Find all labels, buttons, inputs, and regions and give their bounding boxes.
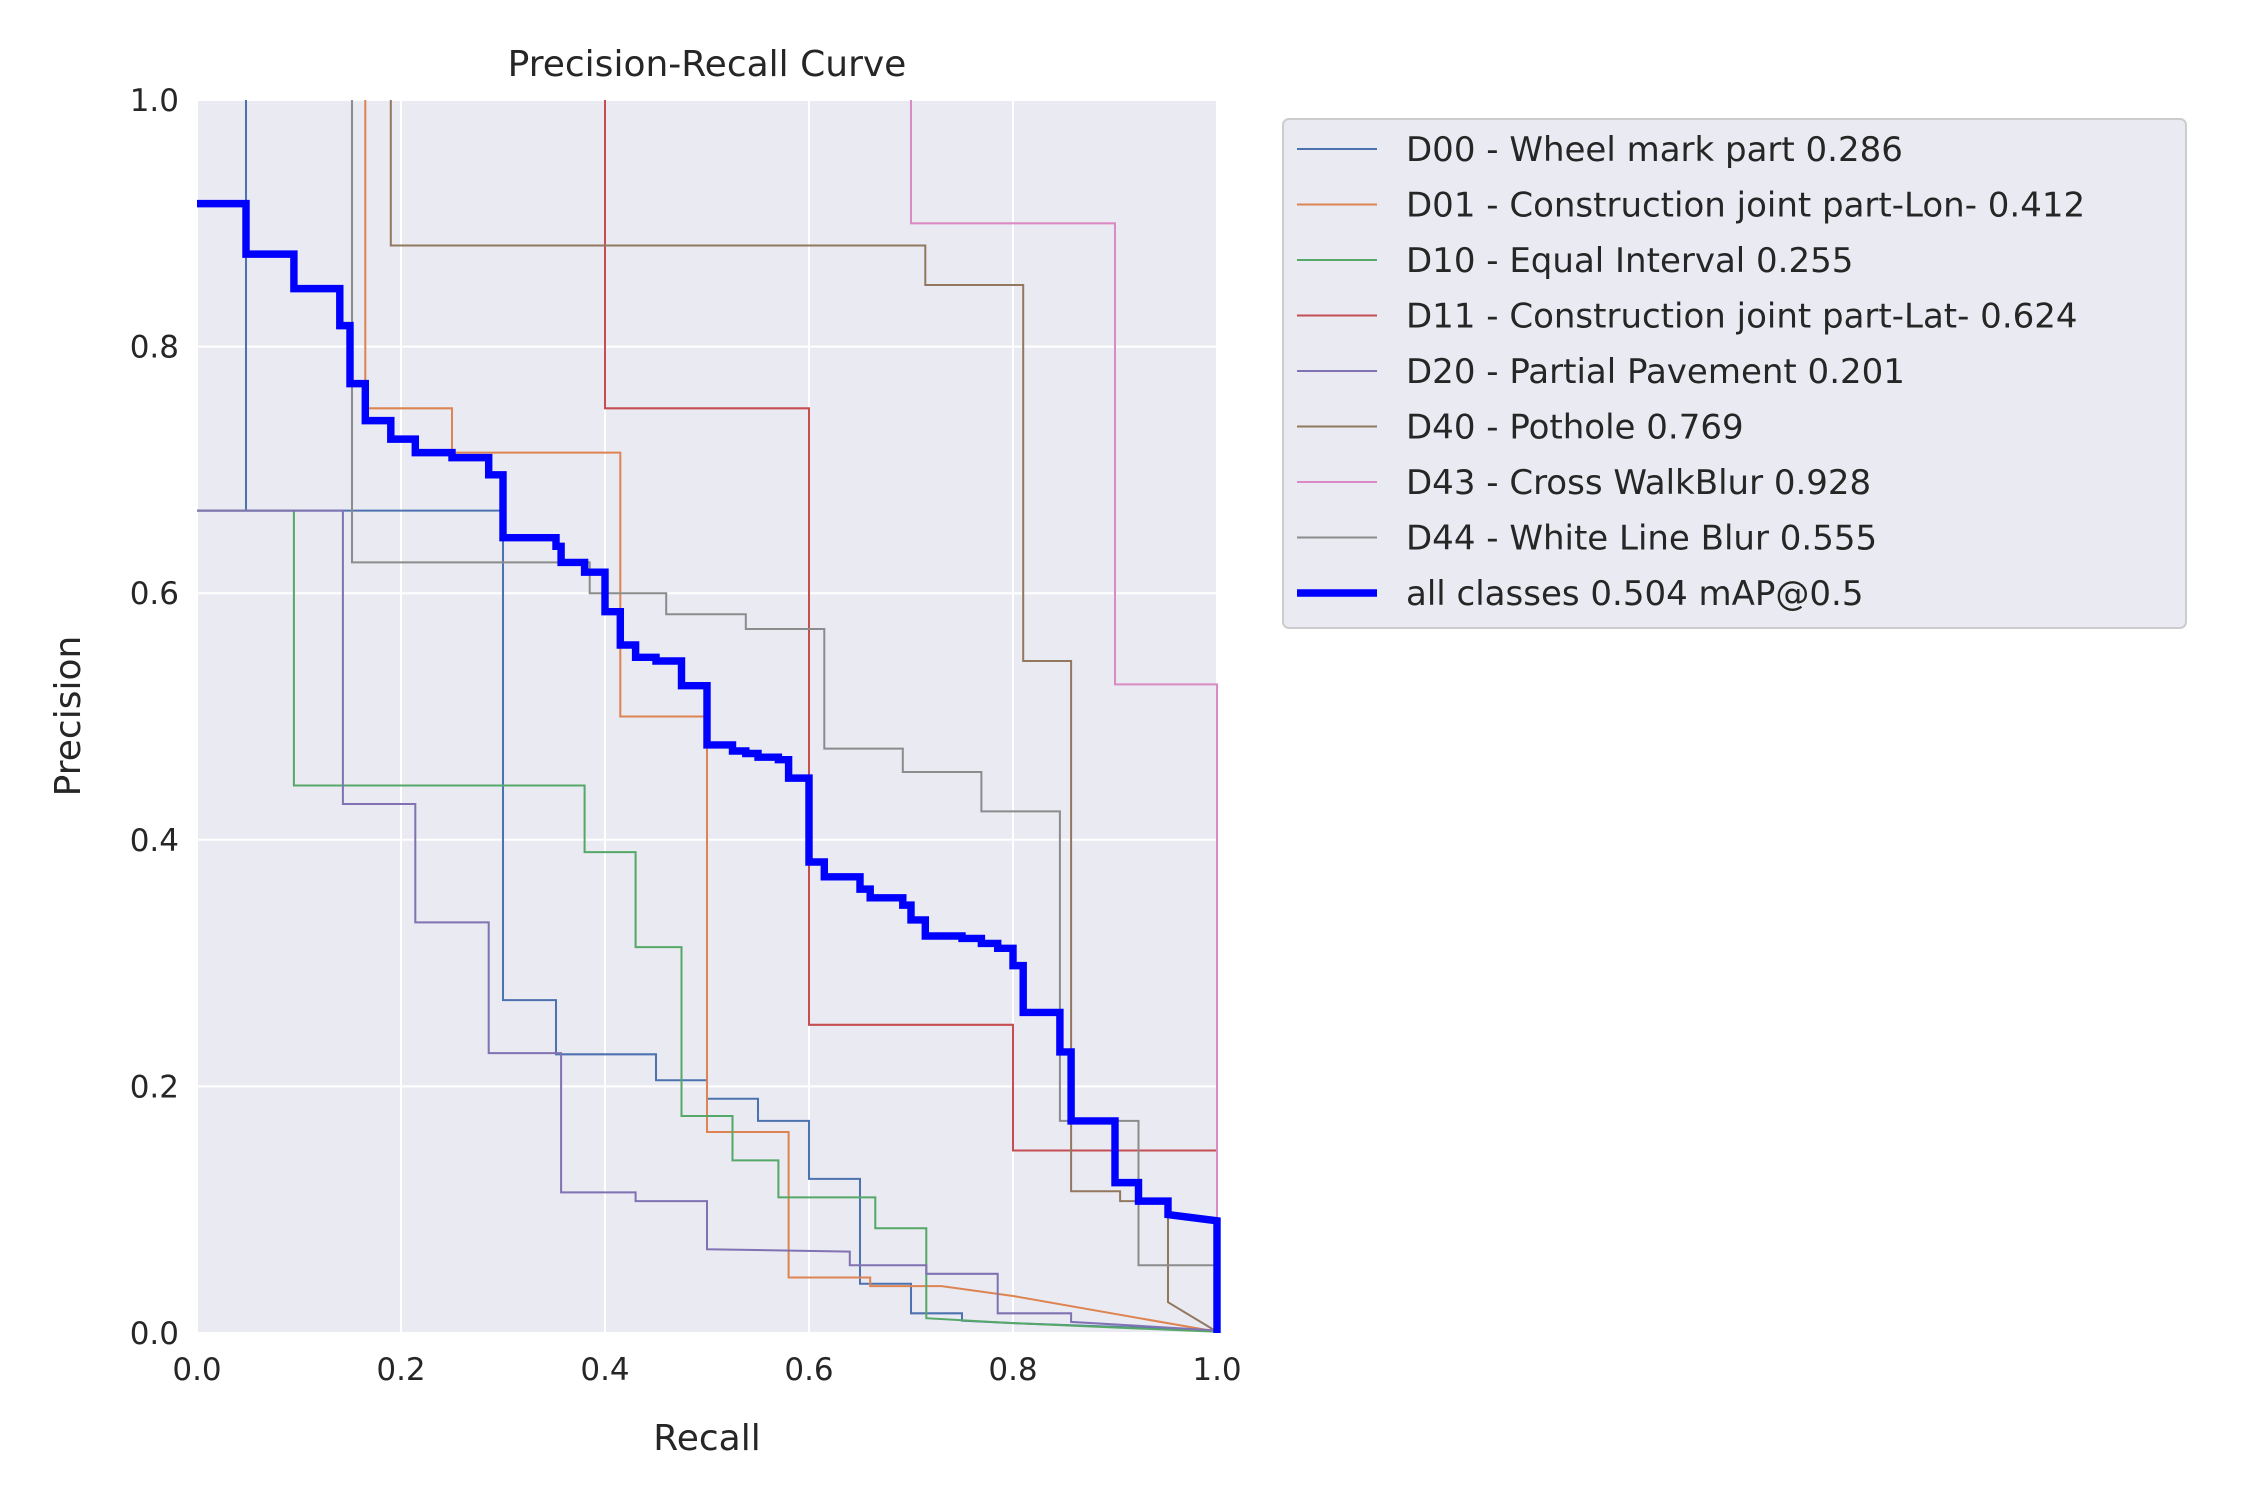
series-line-1 — [364, 100, 1218, 1333]
legend-entry: all classes 0.504 mAP@0.5 — [1406, 574, 1863, 614]
legend: D00 - Wheel mark part 0.286 D01 - Constru… — [1282, 118, 2187, 629]
chart-title: Precision-Recall Curve — [508, 44, 907, 85]
legend-entry: D40 - Pothole 0.769 — [1406, 408, 1744, 448]
y-tick-label: 0.8 — [130, 330, 179, 366]
x-axis-label: Recall — [653, 1418, 760, 1459]
legend-entry: D10 - Equal Interval 0.255 — [1406, 241, 1853, 281]
y-tick-label: 0.0 — [130, 1316, 179, 1352]
y-tick-labels: 0.0 0.2 0.4 0.6 0.8 1.0 — [130, 83, 179, 1352]
legend-entry: D44 - White Line Blur 0.555 — [1406, 519, 1877, 559]
legend-entry: D00 - Wheel mark part 0.286 — [1406, 130, 1903, 170]
legend-box — [1282, 118, 2187, 629]
y-axis-label: Precision — [48, 636, 89, 797]
legend-entry: D11 - Construction joint part-Lat- 0.624 — [1406, 297, 2078, 337]
series-line-8 — [197, 199, 1221, 1333]
y-tick-label: 0.4 — [130, 823, 179, 859]
x-tick-label: 0.2 — [376, 1352, 425, 1388]
y-tick-label: 1.0 — [130, 83, 179, 119]
y-tick-label: 0.2 — [130, 1069, 179, 1105]
legend-entry: D20 - Partial Pavement 0.201 — [1406, 352, 1905, 392]
series-line-2 — [197, 509, 1218, 1333]
y-tick-label: 0.6 — [130, 576, 179, 612]
x-tick-label: 0.4 — [580, 1352, 629, 1388]
legend-entry: D43 - Cross WalkBlur 0.928 — [1406, 463, 1871, 503]
x-tick-labels: 0.0 0.2 0.4 0.6 0.8 1.0 — [172, 1352, 1241, 1388]
x-tick-label: 0.6 — [784, 1352, 833, 1388]
x-tick-label: 0.8 — [988, 1352, 1037, 1388]
x-tick-label: 1.0 — [1192, 1352, 1241, 1388]
series-line-6 — [909, 100, 1219, 1333]
series-layer — [197, 100, 1221, 1333]
legend-entry: D01 - Construction joint part-Lon- 0.412 — [1406, 186, 2085, 226]
series-line-3 — [603, 100, 1217, 1152]
series-line-0 — [197, 100, 1218, 1332]
series-line-4 — [197, 509, 1218, 1332]
x-tick-label: 0.0 — [172, 1352, 221, 1388]
